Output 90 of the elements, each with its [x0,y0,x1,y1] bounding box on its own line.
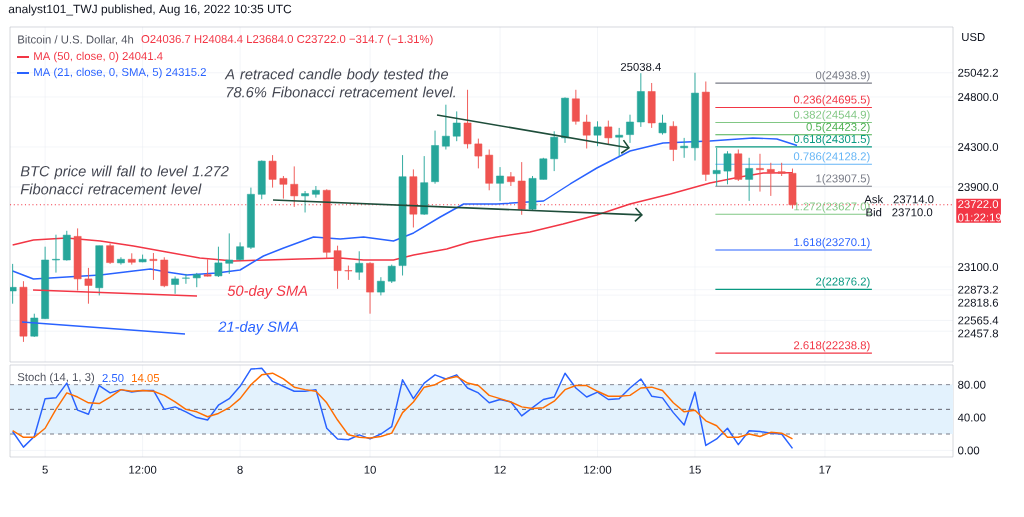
annotation: 14.05 [132,373,160,382]
candlestick [377,276,385,296]
ref-line-label: 0.618(24301.5) [793,134,870,146]
ref-line-label: 0.786(24128.2) [793,152,870,163]
candlestick [236,241,244,262]
x-tick-label: 17 [819,465,831,474]
candlestick [680,137,689,159]
y-tick-label: 23100.0 [958,262,999,271]
candlestick [84,267,93,305]
x-tick-label: 5 [42,465,48,474]
candlestick [203,258,212,277]
y-tick-label: 24800.0 [958,92,999,101]
candlestick [593,120,602,147]
y-tick-label: 40.00 [957,413,986,422]
y-tick-label: 24300.0 [958,142,999,151]
candlestick [225,232,234,275]
legend-label: MA (50, close, 0) 24041.4 [34,51,163,63]
annotation: BTC price will fall to level 1.272 Fibonacci retracement level [20,165,229,195]
candlestick [290,165,299,208]
annotation: 21-day SMA [218,321,299,335]
x-tick-label: 12:00 [584,465,612,474]
annotation: Ask [864,195,884,204]
y-tick-label: 25042.2 [958,68,998,77]
annotation: A retraced candle body tested the 78.6% Fibonacci retracement level. [224,68,455,98]
x-tick-label: 10 [364,465,376,474]
candlestick [766,162,775,197]
candlestick [52,234,60,274]
line-series [11,372,794,440]
ref-line-label: 23722.0 01:22:19 [958,200,1002,222]
legend-label: MA (21, close, 0, SMA, 5) 24315.2 [34,67,206,79]
ref-line-label: 2(22876.2) [816,277,870,288]
x-tick-label: 12:00 [129,465,157,474]
x-tick-label: 15 [689,465,701,474]
candlestick [182,273,190,285]
annotation: 23710.0 [892,208,933,217]
y-tick-label: 22565.4 [958,316,999,325]
candlestick [149,252,158,281]
annotation: 25038.4 [620,62,661,71]
candlestick [550,130,559,172]
candlestick [463,89,472,149]
candlestick [669,120,678,162]
candlestick [756,153,764,193]
candlestick [723,150,732,185]
y-tick-label: 23900.0 [958,182,999,191]
candlestick [615,127,624,157]
candlestick [301,190,309,213]
chart-title: analyst101_TWJ published, Aug 16, 2022 10:35 UTC [8,4,292,16]
x-tick-label: 8 [237,465,243,474]
candlestick [312,185,320,199]
x-tick-label: 12 [494,465,506,474]
candlestick [572,89,580,126]
y-tick-label: 22818.6 [958,298,999,307]
candlestick [507,171,515,187]
ref-line-label: 0.382(24544.9) [793,110,870,121]
y-tick-label: 22457.8 [958,329,999,338]
candlestick [496,166,504,202]
candlestick [712,147,721,187]
annotation: 50-day SMA [227,285,308,299]
annotation: O24036.7 H24084.4 L23684.0 C23722.0 −314.7 (−1.31%) [141,34,433,46]
candlestick [442,104,450,150]
candlestick [268,154,277,189]
candlestick [279,175,288,200]
candlestick [344,265,353,281]
text: Bitcoin / U.S. Dollar, 4h [18,35,134,45]
annotation: 23714.0 [893,195,934,204]
annotation: 2.50 [102,373,124,382]
candlestick [333,245,342,290]
candlestick [387,264,396,284]
candlestick [604,120,613,145]
ref-line-label: 1.618(23270.1) [794,237,870,249]
candlestick [106,242,114,265]
candlestick [658,114,667,136]
ref-line-label: 0.236(24695.5) [793,95,870,106]
candlestick [171,276,179,295]
candlestick [355,250,364,281]
ref-line-label: 1(23907.5) [816,174,870,185]
candlestick [214,246,223,278]
text: Stoch (14, 1, 3) [17,372,95,384]
candlestick [452,110,461,142]
y-axis-title: USD [962,33,985,41]
y-tick-label: 22873.2 [958,285,998,294]
candlestick [474,138,483,169]
y-tick-label: 0.00 [958,446,980,455]
candlestick [745,157,753,202]
ref-line-label: 0.5(24423.2) [806,122,870,134]
candlestick [626,114,634,144]
y-tick-label: 80.00 [958,380,986,389]
ref-line-label: 2.618(22238.8) [793,340,870,352]
ref-line-label: 0(24938.9) [815,70,870,82]
candlestick [582,114,591,149]
